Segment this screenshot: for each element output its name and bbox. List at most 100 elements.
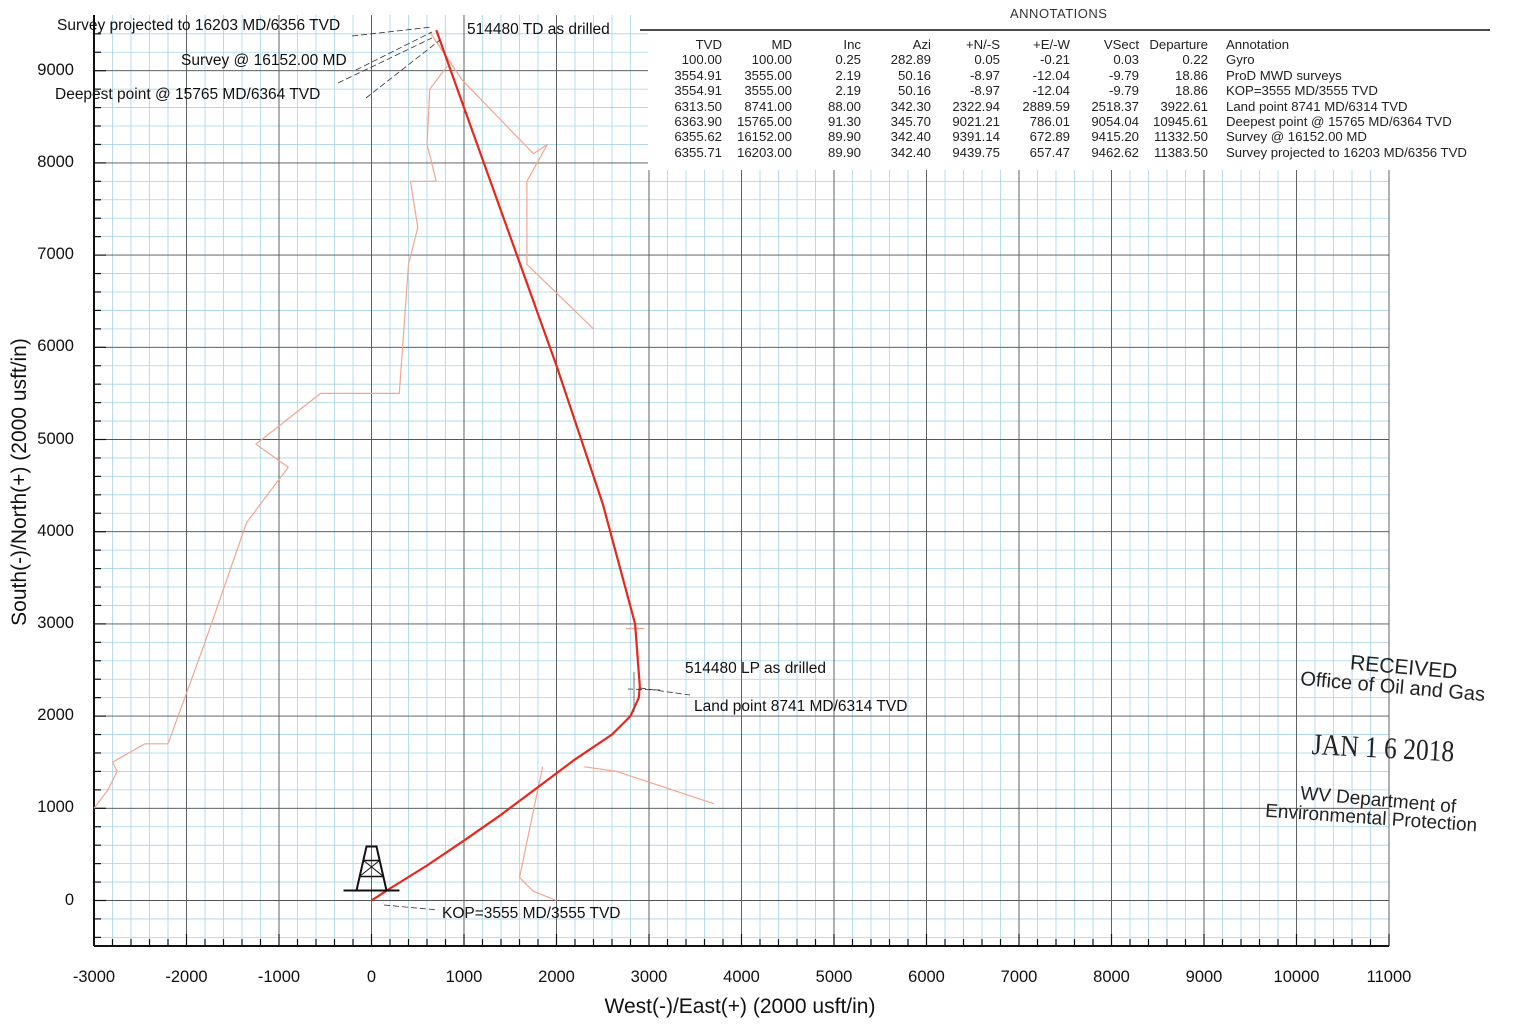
table-cell: 6355.71 <box>674 144 722 160</box>
leader-line <box>337 37 433 84</box>
table-cell: 9054.04 <box>1091 113 1139 129</box>
table-cell: 342.30 <box>890 98 931 114</box>
table-cell: 100.00 <box>751 52 792 68</box>
table-cell: 91.30 <box>827 113 861 129</box>
table-cell: Survey projected to 16203 MD/6356 TVD <box>1226 144 1467 160</box>
y-tick-label: 1000 <box>37 798 74 817</box>
y-tick-label: 3000 <box>37 613 74 632</box>
table-cell: -8.97 <box>969 67 1000 83</box>
rig-brace <box>363 860 384 877</box>
table-cell: 345.70 <box>890 113 931 129</box>
x-tick-label: -1000 <box>257 968 301 986</box>
table-cell: 10945.61 <box>1152 113 1208 129</box>
table-cell: 0.05 <box>974 52 1000 68</box>
leader-line <box>627 688 661 691</box>
table-cell: Survey @ 16152.00 MD <box>1226 129 1367 145</box>
table-cell: KOP=3555 MD/3555 TVD <box>1226 83 1378 99</box>
table-cell: +N/-S <box>965 37 1000 52</box>
table-cell: 3554.91 <box>674 67 722 83</box>
table-row: 3554.91 3555.00 2.19 50.16 -8.97 -12.04 -9.79 1… <box>655 68 1455 83</box>
table-row: 100.00 100.00 0.25 282.89 0.05 -0.21 0.03 0.22 G… <box>655 52 1455 67</box>
table-cell: 3922.61 <box>1160 98 1208 114</box>
y-axis-title: South(-)/North(+) (2000 usft/in) <box>8 338 31 626</box>
table-cell: 9021.21 <box>952 113 1000 129</box>
table-cell: 6355.62 <box>674 129 722 145</box>
annotation-survey-16152: Survey @ 16152.00 MD <box>181 52 347 69</box>
table-cell: 8741.00 <box>744 98 792 114</box>
x-tick-label: 2000 <box>538 968 575 986</box>
annotation-survey-projected: Survey projected to 16203 MD/6356 TVD <box>57 17 341 34</box>
x-tick-label: 8000 <box>1093 968 1130 986</box>
table-cell: 0.22 <box>1182 52 1208 68</box>
x-tick-label: -3000 <box>72 968 116 986</box>
table-cell: 2322.94 <box>952 98 1000 114</box>
y-tick-label: 0 <box>64 890 74 909</box>
rig-frame <box>355 845 388 891</box>
table-row: 6355.62 16152.00 89.90 342.40 9391.14 672.89 9… <box>655 129 1455 144</box>
table-cell: +E/-W <box>1033 37 1070 52</box>
table-cell: 50.16 <box>897 67 931 83</box>
table-cell: 50.16 <box>897 83 931 99</box>
x-tick-label: 5000 <box>815 968 853 986</box>
table-cell: MD <box>771 37 792 52</box>
table-cell: Departure <box>1149 37 1208 52</box>
table-cell: VSect <box>1103 37 1139 52</box>
rig-brace <box>359 860 380 877</box>
table-cell: 18.86 <box>1174 67 1208 83</box>
table-cell: 6363.90 <box>674 113 722 129</box>
table-cell: -9.79 <box>1108 67 1139 83</box>
table-cell: 2518.37 <box>1091 98 1139 114</box>
table-cell: 88.00 <box>827 98 861 114</box>
annotation-lp-as-drilled: 514480 LP as drilled <box>685 660 827 677</box>
x-tick-label: 6000 <box>908 968 945 986</box>
y-tick-label: 6000 <box>37 337 74 356</box>
table-cell: 11332.50 <box>1153 129 1208 145</box>
x-tick-label: 4000 <box>723 968 760 986</box>
table-cell: 2.19 <box>835 83 861 99</box>
table-cell: Deepest point @ 15765 MD/6364 TVD <box>1226 113 1452 129</box>
table-cell: 0.25 <box>835 52 861 68</box>
table-row: 6313.50 8741.00 88.00 342.30 2322.94 2889.59 2… <box>655 99 1455 114</box>
series-layer <box>93 29 714 902</box>
leader-line <box>365 39 441 99</box>
annotation-td-as-drilled: 514480 TD as drilled <box>467 21 610 38</box>
y-tick-label: 9000 <box>37 60 74 79</box>
leader-line <box>639 687 691 696</box>
table-cell: 89.90 <box>827 129 861 145</box>
axes <box>93 15 1490 947</box>
table-cell: 2.19 <box>835 67 861 83</box>
table-cell: 0.03 <box>1113 52 1139 68</box>
x-tick-label: 3000 <box>630 968 668 986</box>
annotation-land-point: Land point 8741 MD/6314 TVD <box>694 698 908 715</box>
leader-line <box>355 31 433 71</box>
leader-line <box>383 904 439 911</box>
x-axis-title: West(-)/East(+) (2000 usft/in) <box>604 995 876 1018</box>
table-cell: 3555.00 <box>744 83 792 99</box>
table-cell: 3554.91 <box>674 83 722 99</box>
table-cell: -9.79 <box>1108 83 1139 99</box>
table-row: 3554.91 3555.00 2.19 50.16 -8.97 -12.04 -9.79 1… <box>655 83 1455 98</box>
annotation-kop: KOP=3555 MD/3555 TVD <box>442 905 621 922</box>
y-tick-label: 7000 <box>37 245 74 264</box>
table-cell: Land point 8741 MD/6314 TVD <box>1226 98 1408 114</box>
table-cell: 100.00 <box>681 52 722 68</box>
table-cell: Azi <box>912 37 931 52</box>
leader-lines <box>337 26 691 911</box>
table-row: 6355.71 16203.00 89.90 342.40 9439.75 657.47 9… <box>655 144 1467 160</box>
x-tick-label: -2000 <box>165 968 208 986</box>
x-tick-label: 11000 <box>1366 968 1412 986</box>
table-cell: 3555.00 <box>744 67 792 83</box>
y-tick-label: 5000 <box>37 429 74 448</box>
y-tick-label: 2000 <box>37 706 74 725</box>
x-tick-label: 0 <box>366 968 377 986</box>
table-cell: 9439.75 <box>952 144 1000 160</box>
offset-well-line <box>93 65 448 809</box>
x-tick-label: 9000 <box>1185 968 1223 986</box>
table-cell: 672.89 <box>1029 129 1070 145</box>
table-cell: 89.90 <box>827 144 861 160</box>
annotations-table: TVD MD Inc Azi +N/-S +E/-W VSect Departure Annot… <box>655 37 1467 160</box>
table-cell: 11383.50 <box>1153 144 1208 160</box>
table-cell: 18.86 <box>1174 83 1208 99</box>
table-cell: 15765.00 <box>736 113 792 129</box>
